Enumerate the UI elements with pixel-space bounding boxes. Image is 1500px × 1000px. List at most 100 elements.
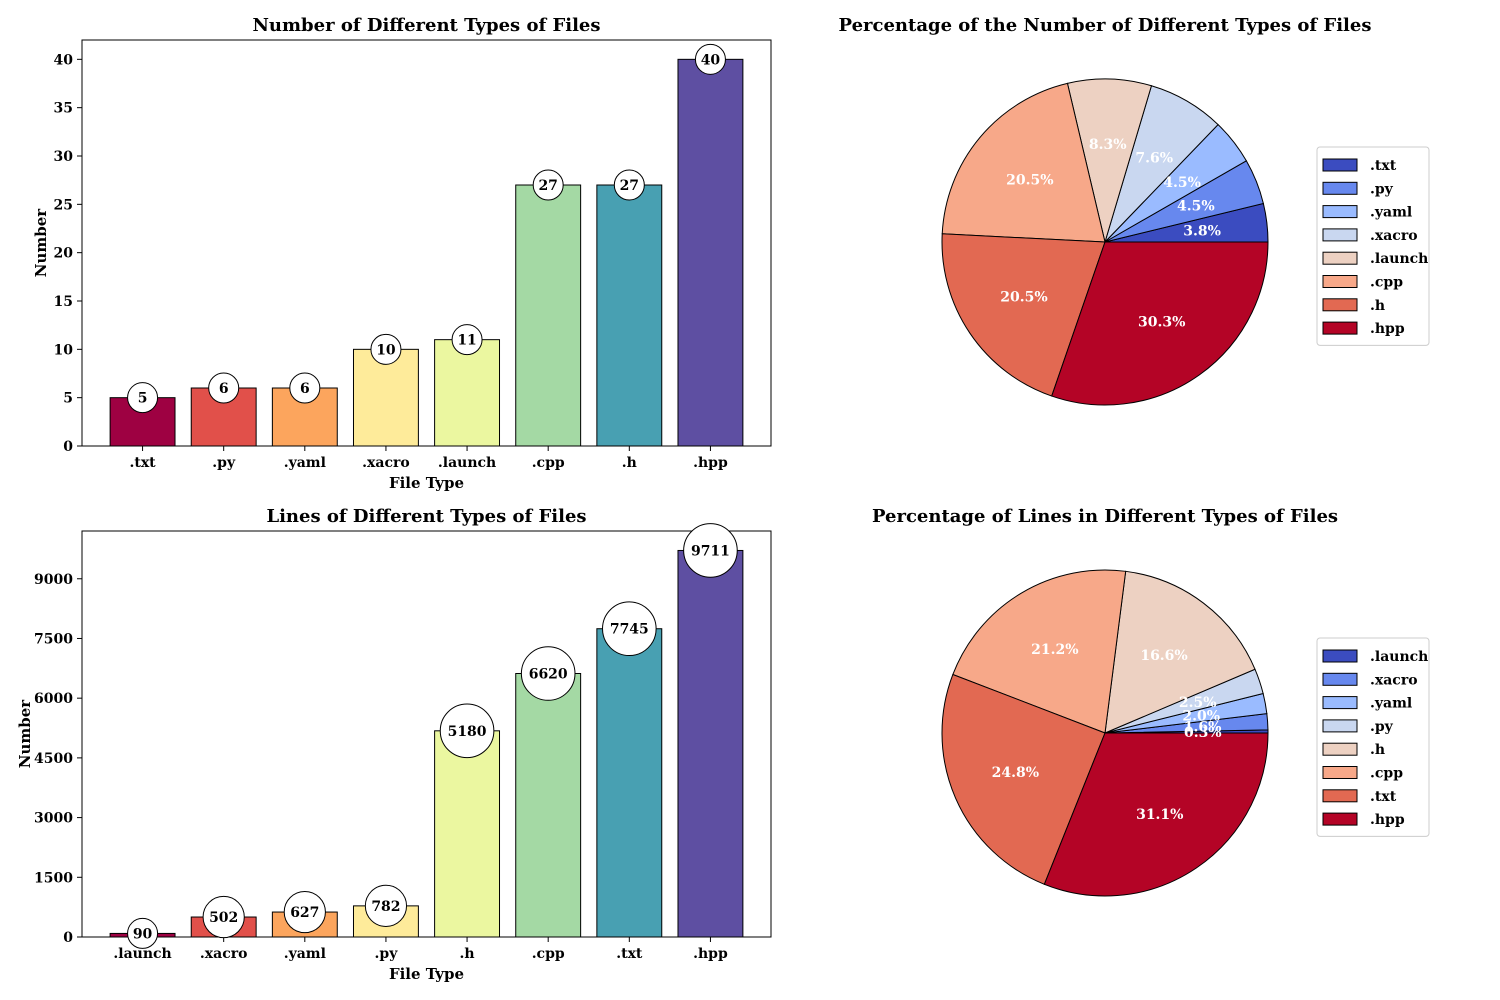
legend: .txt .py .yaml .xacro .launch .cpp .h .hpp [1316,146,1430,346]
x-axis-label: File Type [389,474,464,492]
legend-label: .py [1370,181,1394,197]
bar [677,58,744,447]
pie-slice [941,673,1106,885]
pie-slice [952,569,1127,734]
data-label-bubble [439,703,495,759]
data-label: 90 [133,926,153,942]
legend-label: .hpp [1370,812,1405,828]
x-tick-label: .py [212,455,236,471]
data-label-bubble [602,601,657,657]
y-tick-label: 35 [54,101,73,117]
y-axis-label: Number [32,208,50,278]
legend-label: .xacro [1370,228,1418,244]
pie-pct-label: 20.5% [1000,290,1047,306]
data-label-bubble [532,169,564,201]
data-label-bubble [370,333,402,365]
pie-slice [1051,241,1269,406]
y-tick-label: 0 [63,930,73,946]
legend-frame [1316,637,1430,837]
y-axis-label: Number [16,699,34,769]
data-label-bubble [208,372,240,404]
legend-label: .txt [1370,789,1397,805]
data-label-bubble [520,646,576,701]
data-label: 502 [209,910,238,926]
pie-slice [1104,570,1256,734]
data-label: 5 [138,391,148,407]
axes-frame [81,530,772,938]
x-tick-label: .xacro [200,946,248,962]
data-label: 27 [538,178,557,194]
legend-label: .py [1370,719,1394,735]
y-tick-label: 40 [54,52,74,68]
data-label-bubble [283,890,326,934]
legend-label: .txt [1370,158,1397,174]
bar [434,730,501,938]
pie-pct-label: 2.5% [1179,695,1217,711]
data-label: 6 [300,381,310,397]
legend-swatch [1322,766,1358,779]
legend-swatch [1322,158,1358,172]
data-label: 627 [290,905,319,921]
x-tick-label: .txt [129,455,156,471]
legend-swatch [1322,812,1358,826]
bar [352,348,419,447]
x-axis-label: File Type [389,965,464,983]
data-label-bubble [683,523,738,578]
pie-pct-label: 24.8% [992,765,1039,781]
legend-frame [1316,146,1430,346]
pie-pct-label: 2.0% [1182,708,1220,724]
legend-swatch [1322,719,1358,733]
pie-chart-1: 3.8% 4.5% 4.5% 7.6% 8.3% 20.5% 20.5% 30.3% Perce… [839,15,1430,406]
legend-label: .launch [1370,649,1428,665]
y-tick-label: 30 [54,149,74,165]
data-label: 11 [457,333,476,349]
legend-swatch [1322,181,1358,195]
pie-pct-label: 0.3% [1184,725,1222,741]
data-label: 6620 [529,666,568,682]
legend-label: .yaml [1370,205,1412,221]
data-label: 6 [219,381,229,397]
bar [596,184,663,447]
pie-pct-label: 21.2% [1031,642,1078,658]
bar [434,339,501,447]
x-tick-label: .cpp [532,455,565,471]
data-label: 27 [620,178,639,194]
bar [596,628,663,938]
y-tick-label: 3000 [34,811,73,827]
legend-swatch [1322,672,1358,686]
y-tick-label: 1500 [34,870,73,886]
pie-pct-label: 31.1% [1136,807,1183,823]
x-tick-label: .yaml [284,455,326,471]
pie-pct-label: 8.3% [1089,137,1127,153]
pie-pct-label: 7.6% [1135,151,1173,167]
legend-swatch [1322,275,1358,288]
y-tick-label: 20 [54,246,74,262]
legend-label: .h [1370,298,1385,314]
y-tick-label: 5 [63,391,73,407]
legend-label: .launch [1370,251,1428,267]
legend-swatch [1322,251,1358,265]
y-tick-label: 4500 [34,751,73,767]
bar [677,549,744,938]
chart-title: Number of Different Types of Files [252,15,600,36]
legend-label: .cpp [1370,275,1403,291]
x-tick-label: .launch [113,946,171,962]
pie-slice [941,82,1106,243]
x-tick-label: .h [622,455,637,471]
data-label-bubble [694,43,726,75]
bar-chart-0: 0 5 10 15 20 25 30 35 40 .txt .py .yaml .xacro .launc… [32,15,772,492]
data-label: 9711 [691,543,730,559]
x-tick-label: .cpp [532,946,565,962]
pie-pct-label: 20.5% [1006,172,1053,188]
x-tick-label: .launch [438,455,496,471]
pie-pct-label: 3.8% [1183,223,1221,239]
legend-swatch [1322,742,1358,756]
data-label: 5180 [448,724,487,740]
pie-pct-label: 4.5% [1177,199,1215,215]
legend-swatch [1322,789,1358,803]
y-tick-label: 0 [63,439,73,455]
x-tick-label: .yaml [284,946,326,962]
x-tick-label: .hpp [693,946,728,962]
legend-label: .yaml [1370,696,1412,712]
